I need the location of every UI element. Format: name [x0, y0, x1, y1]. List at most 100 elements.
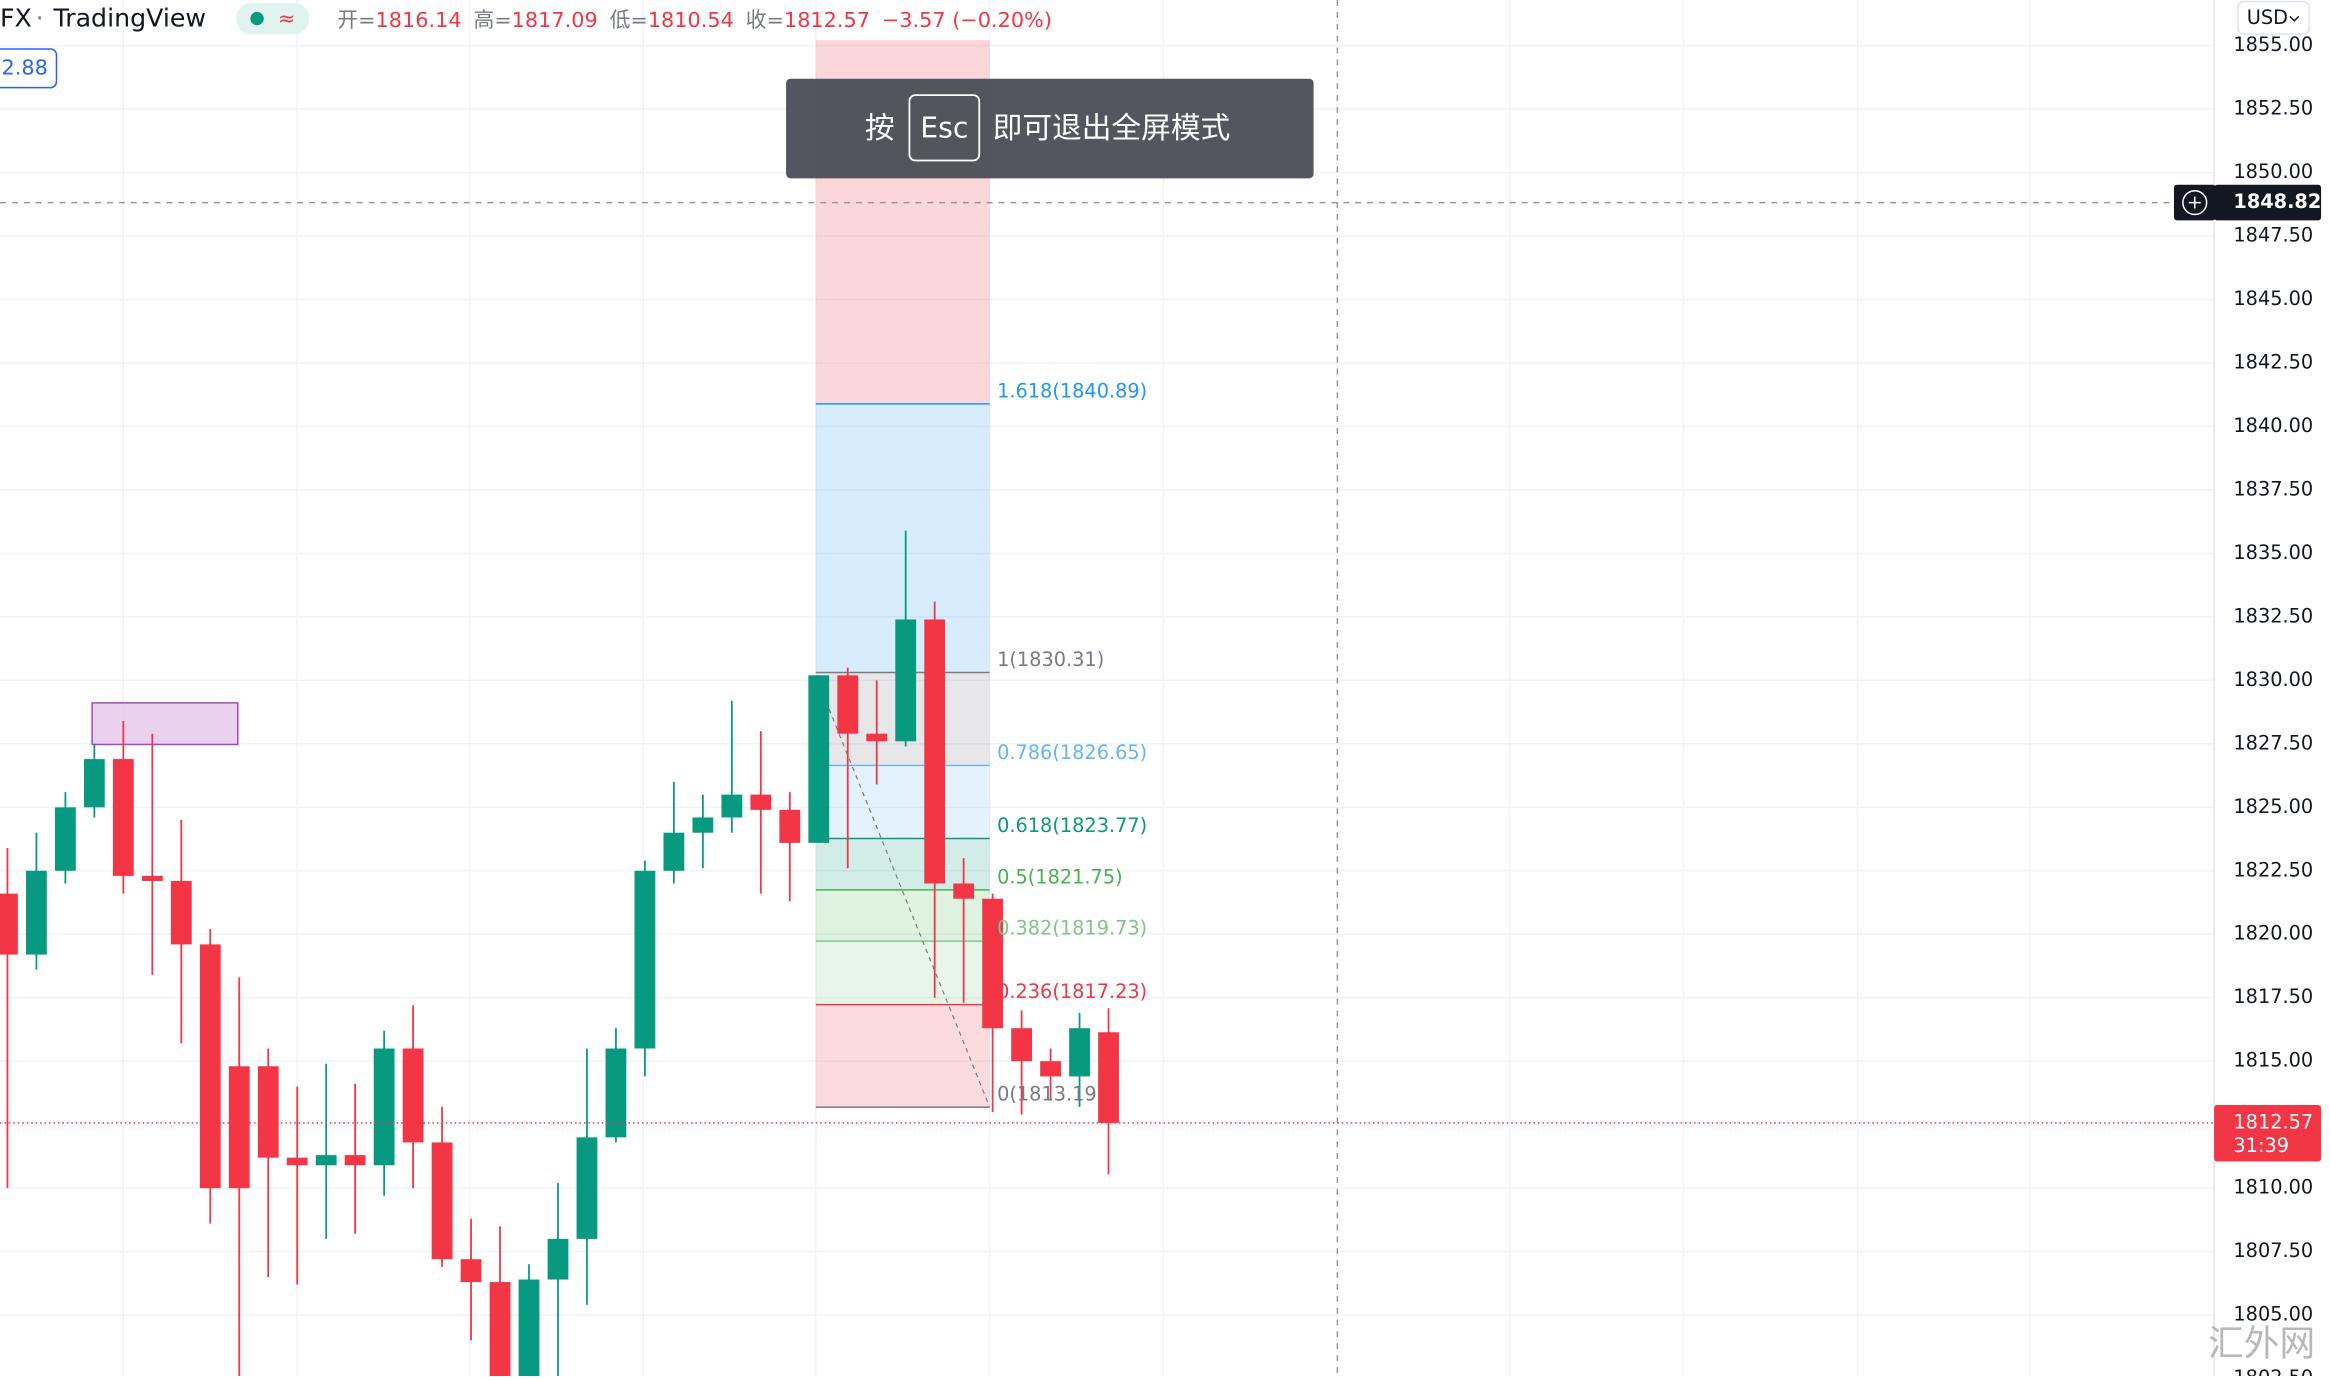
y-tick-label: 1822.50	[2233, 858, 2313, 881]
fib-label: 0.5(1821.75)	[997, 865, 1123, 888]
toast-prefix: 按	[865, 111, 895, 146]
candle-body	[402, 1048, 424, 1143]
candle-body	[170, 880, 192, 945]
fib-label: 0.618(1823.77)	[997, 814, 1147, 837]
chevron	[2289, 15, 2300, 22]
candle-body	[257, 1066, 279, 1158]
fib-zone	[815, 838, 990, 890]
fib-label: 1.618(1840.89)	[997, 380, 1147, 403]
fib-label: 0(1813.19	[997, 1083, 1097, 1106]
close-label: 收=	[746, 8, 784, 32]
currency: USD	[2247, 6, 2288, 29]
crosshair-add-plus	[2188, 196, 2201, 209]
candle-body	[54, 807, 76, 871]
key-box	[908, 94, 981, 162]
y-tick-label: 1830.00	[2233, 668, 2313, 691]
y-tick-label: 1855.00	[2233, 33, 2313, 56]
y-tick-label: 1802.50	[2233, 1366, 2313, 1376]
y-tick-label: 1825.00	[2233, 795, 2313, 818]
y-tick-label: 1847.50	[2233, 224, 2313, 247]
open-value: 1816.14	[376, 8, 462, 32]
currency-button[interactable]	[2237, 0, 2310, 35]
y-tick-label: 1810.00	[2233, 1176, 2313, 1199]
close-value: 1812.57	[784, 8, 870, 32]
last-price-box	[2214, 1105, 2322, 1162]
approx: ≈	[278, 6, 295, 30]
candle-body	[460, 1259, 482, 1283]
candle-body	[489, 1282, 511, 1376]
candle-body	[692, 817, 714, 833]
candle-body	[286, 1157, 308, 1166]
candle-body	[1011, 1028, 1033, 1062]
candle-body	[83, 759, 105, 808]
fullscreen-toast	[786, 78, 1314, 179]
y-tick-label: 1840.00	[2233, 414, 2313, 437]
last-price: 1812.57	[2233, 1110, 2313, 1133]
candle-body	[547, 1238, 569, 1280]
status-pill[interactable]	[236, 2, 310, 35]
y-tick-label: 1805.00	[2233, 1303, 2313, 1326]
candle-body	[895, 619, 917, 742]
y-tick-label: 1845.00	[2233, 287, 2313, 310]
ohlc-legend: 开=1816.14 高=1817.09 低=1810.54 收=1812.57 −3.5…	[337, 8, 1052, 32]
candle-body	[576, 1137, 598, 1239]
y-tick-label: 1832.50	[2233, 604, 2313, 627]
candle-body	[315, 1155, 337, 1166]
fib-label: 0.382(1819.73)	[997, 917, 1147, 940]
change: −3.57 (−0.20%)	[882, 8, 1052, 32]
low-label: 低=	[610, 8, 648, 32]
candle-body	[431, 1142, 453, 1260]
high-value: 1817.09	[512, 8, 598, 32]
candle-body	[721, 794, 743, 818]
watermark: 汇外网	[2208, 1323, 2315, 1364]
candle-body	[0, 893, 18, 955]
rectangle-drawing	[91, 702, 239, 746]
y-tick-label: 1852.50	[2233, 97, 2313, 120]
status-dot	[250, 11, 264, 26]
crosshair-add-icon	[2182, 189, 2208, 216]
toast-key: Esc	[920, 111, 968, 144]
y-tick-label: 1807.50	[2233, 1239, 2313, 1262]
candle-body	[141, 875, 163, 881]
candle-body	[26, 870, 47, 955]
low-value: 1810.54	[648, 8, 734, 32]
candle-body	[953, 883, 975, 899]
indicator-value: 2.88	[1, 55, 47, 79]
y-tick-label: 1842.50	[2233, 351, 2313, 374]
source: TradingView	[53, 3, 207, 32]
candle-body	[112, 759, 134, 876]
y-tick-label: 1827.50	[2233, 731, 2313, 754]
candle-body	[634, 870, 656, 1049]
candle-body	[228, 1066, 250, 1189]
y-tick-label: 1815.00	[2233, 1049, 2313, 1072]
separator: ·	[36, 3, 44, 32]
toast-suffix: 即可退出全屏模式	[993, 111, 1231, 146]
symbol: FX	[0, 3, 32, 32]
candle-body	[750, 794, 772, 810]
y-tick-label: 1850.00	[2233, 160, 2313, 183]
fib-zone	[815, 941, 990, 1005]
fib-label: 0.786(1826.65)	[997, 741, 1147, 764]
fib-label: 1(1830.31)	[997, 648, 1104, 671]
candle-body	[982, 898, 1004, 1029]
candle-body	[605, 1048, 627, 1138]
fib-trend-line	[815, 675, 991, 1108]
fib-zone	[815, 1004, 990, 1108]
y-tick-label: 1835.00	[2233, 541, 2313, 564]
high-label: 高=	[473, 8, 511, 32]
candle-body	[518, 1279, 540, 1376]
candle-body	[663, 832, 685, 871]
candle-body	[1098, 1032, 1119, 1123]
y-tick-label: 1817.50	[2233, 985, 2313, 1008]
fib-zone	[815, 765, 990, 839]
countdown: 31:39	[2233, 1134, 2289, 1157]
candle-body	[1040, 1061, 1061, 1077]
candle-body	[866, 733, 888, 742]
candle-body	[373, 1048, 395, 1166]
candle-body	[837, 675, 859, 734]
candle-body	[924, 619, 946, 884]
y-tick-label: 1837.50	[2233, 477, 2313, 500]
fib-label: 0.236(1817.23)	[997, 980, 1147, 1003]
